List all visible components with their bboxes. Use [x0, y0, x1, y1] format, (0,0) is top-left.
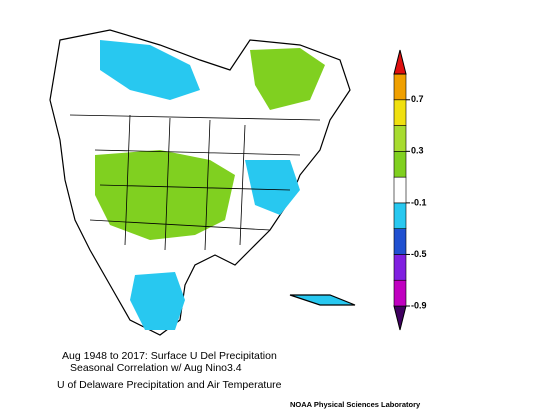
precip-cyan [100, 40, 200, 100]
colorbar-tick-label: -0.9 [411, 300, 427, 310]
caption-line: Seasonal Correlation w/ Aug Nino3.4 [70, 362, 242, 374]
caption-line: Aug 1948 to 2017: Surface U Del Precipit… [62, 350, 277, 362]
colorbar-tick-label: -0.1 [411, 197, 427, 207]
colorbar-under [393, 305, 407, 331]
colorbar-segment [393, 73, 407, 101]
map [49, 29, 356, 336]
colorbar-tick-label: 0.3 [411, 146, 424, 156]
colorbar-segment [393, 125, 407, 152]
colorbar-tick-label: -0.5 [411, 249, 427, 259]
colorbar: 0.7 0.3 -0.1 -0.5 -0.9 [393, 49, 427, 331]
colorbar-segment [393, 228, 407, 255]
credit: NOAA Physical Sciences Laboratory [290, 400, 421, 409]
colorbar-segment [393, 279, 407, 307]
colorbar-segment [393, 176, 407, 204]
colorbar-segment [393, 254, 407, 281]
precip-green-east [250, 48, 325, 110]
precip-green [95, 150, 235, 240]
colorbar-over [393, 49, 407, 75]
state-lines [69, 114, 321, 251]
colorbar-tick-label: 0.7 [411, 94, 424, 104]
colorbar-segment [393, 202, 407, 229]
caption-line: U of Delaware Precipitation and Air Temp… [57, 379, 282, 391]
precip-cyan-east [245, 160, 300, 215]
colorbar-segment [393, 99, 407, 126]
cuba [289, 294, 356, 306]
precip-cyan-mexico [130, 272, 185, 330]
colorbar-segment [393, 151, 407, 178]
